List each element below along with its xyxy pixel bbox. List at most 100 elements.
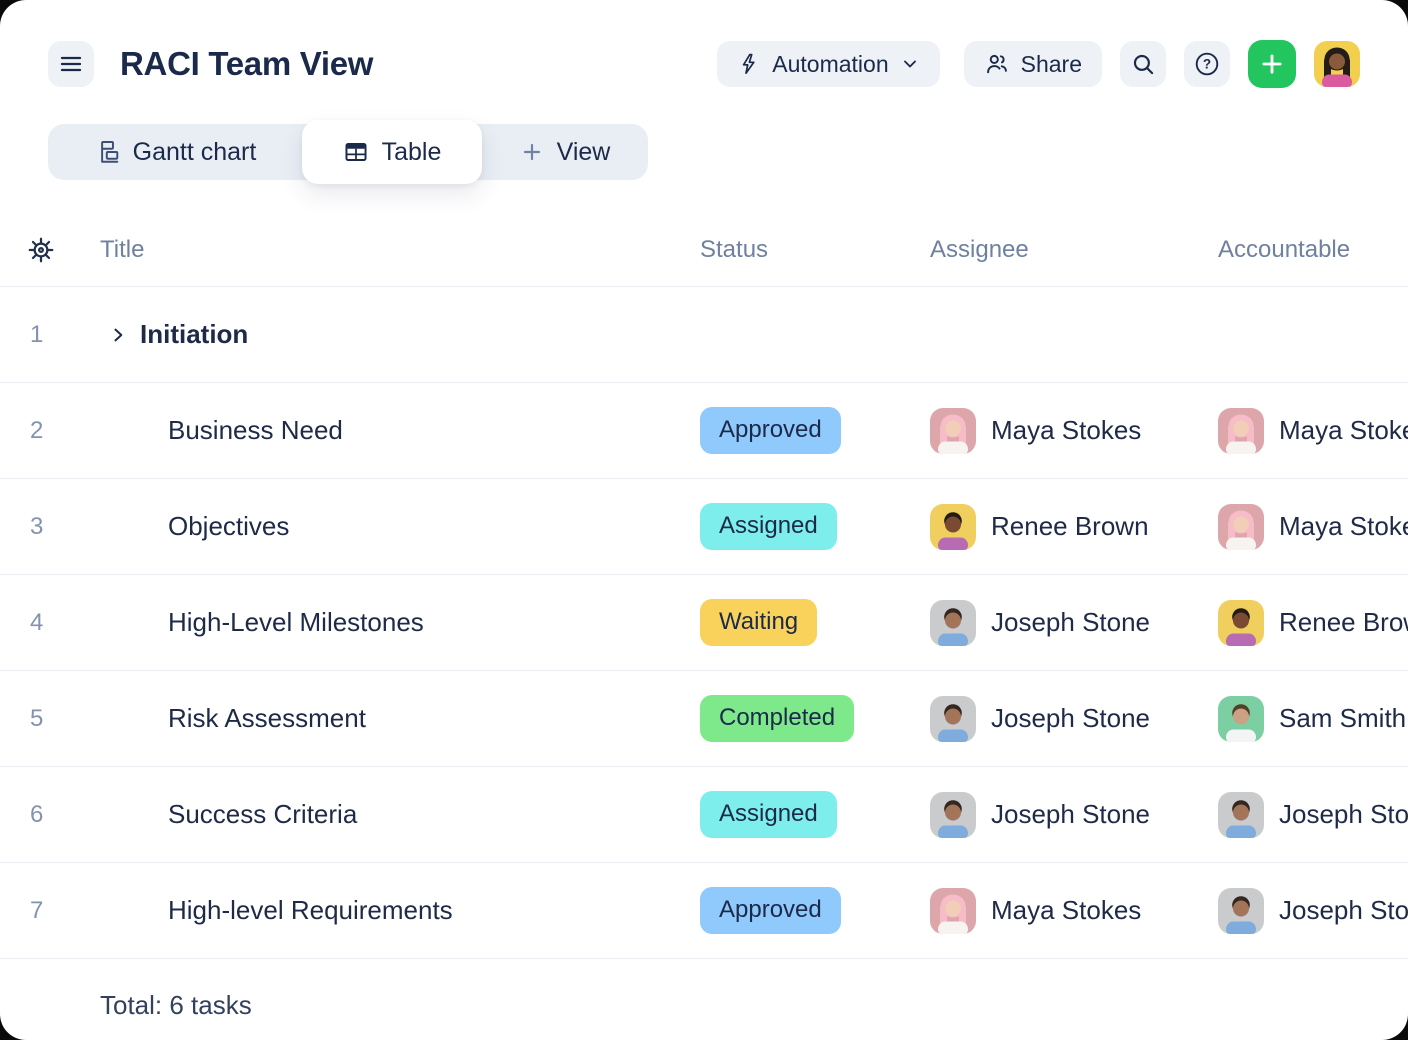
- tab-gantt-chart[interactable]: Gantt chart: [48, 138, 302, 167]
- table-row[interactable]: 7 High-level Requirements Approved Maya …: [0, 863, 1408, 959]
- task-title-cell[interactable]: Business Need: [100, 415, 700, 446]
- assignee-cell[interactable]: Joseph Stone: [930, 791, 1218, 838]
- accountable-avatar: [1218, 887, 1264, 934]
- status-cell[interactable]: Completed: [700, 695, 930, 742]
- row-number: 6: [30, 800, 44, 828]
- task-title: High-level Requirements: [168, 895, 453, 925]
- row-number: 2: [30, 416, 44, 444]
- table-footer: Total: 6 tasks: [0, 959, 1408, 1040]
- automation-label: Automation: [772, 50, 889, 77]
- row-number: 1: [30, 320, 44, 348]
- table-row[interactable]: 4 High-Level Milestones Waiting Joseph S…: [0, 575, 1408, 671]
- task-title-cell[interactable]: Initiation: [100, 319, 700, 350]
- table-row[interactable]: 6 Success Criteria Assigned Joseph Stone…: [0, 767, 1408, 863]
- top-bar-actions: Automation Share: [717, 40, 1360, 88]
- plus-icon: [523, 143, 540, 161]
- accountable-name: Renee Brown: [1279, 607, 1408, 637]
- help-button[interactable]: ?: [1184, 41, 1230, 87]
- status-badge[interactable]: Approved: [700, 407, 841, 454]
- plus-icon: [1262, 54, 1282, 74]
- column-header-assignee[interactable]: Assignee: [930, 236, 1029, 263]
- status-cell[interactable]: Approved: [700, 407, 930, 454]
- row-number: 7: [30, 896, 44, 924]
- accountable-cell[interactable]: Maya Stokes: [1218, 407, 1408, 454]
- assignee-avatar: [930, 695, 976, 742]
- row-number: 3: [30, 512, 44, 540]
- accountable-cell[interactable]: Renee Brown: [1218, 599, 1408, 646]
- status-badge[interactable]: Completed: [700, 695, 855, 742]
- table-settings-button[interactable]: [0, 235, 100, 265]
- row-number: 5: [30, 704, 44, 732]
- share-people-icon: [986, 54, 1007, 74]
- add-button[interactable]: [1248, 40, 1296, 88]
- column-header-status[interactable]: Status: [700, 236, 769, 263]
- status-cell[interactable]: Waiting: [700, 599, 930, 646]
- status-cell[interactable]: Approved: [700, 887, 930, 934]
- expand-chevron-icon[interactable]: [108, 325, 128, 345]
- user-avatar[interactable]: [1314, 41, 1360, 87]
- table-icon: [345, 143, 367, 161]
- share-button[interactable]: Share: [963, 41, 1102, 87]
- accountable-cell[interactable]: Joseph Stone: [1218, 791, 1408, 838]
- accountable-cell[interactable]: Maya Stokes: [1218, 503, 1408, 550]
- assignee-name: Renee Brown: [991, 511, 1149, 541]
- status-badge[interactable]: Assigned: [700, 791, 837, 838]
- assignee-avatar: [930, 791, 976, 838]
- accountable-name: Maya Stokes: [1279, 511, 1408, 541]
- accountable-name: Joseph Stone: [1279, 799, 1408, 829]
- assignee-cell[interactable]: Maya Stokes: [930, 887, 1218, 934]
- assignee-cell[interactable]: Maya Stokes: [930, 407, 1218, 454]
- assignee-cell[interactable]: Joseph Stone: [930, 695, 1218, 742]
- task-title: Initiation: [140, 319, 249, 349]
- task-title-cell[interactable]: High-level Requirements: [100, 895, 700, 926]
- table-row[interactable]: 2 Business Need Approved Maya Stokes: [0, 383, 1408, 479]
- status-cell[interactable]: Assigned: [700, 791, 930, 838]
- search-icon: [1133, 54, 1154, 75]
- column-header-accountable[interactable]: Accountable: [1218, 236, 1351, 263]
- top-bar: RACI Team View Automation: [0, 0, 1408, 88]
- tab-label: Table: [381, 137, 442, 166]
- accountable-name: Sam Smith: [1279, 703, 1407, 733]
- accountable-cell[interactable]: Joseph Stone: [1218, 887, 1408, 934]
- assignee-name: Maya Stokes: [991, 895, 1142, 925]
- table-header: Title Status Assignee Accountable: [0, 214, 1408, 287]
- assignee-avatar: [930, 503, 976, 550]
- table-body: 1 Initiation 2 Business Need Approved: [0, 287, 1408, 959]
- column-header-title[interactable]: Title: [100, 236, 145, 263]
- tab-label: Gantt chart: [132, 137, 257, 166]
- status-badge[interactable]: Approved: [700, 887, 841, 934]
- table-row[interactable]: 5 Risk Assessment Completed Joseph Stone…: [0, 671, 1408, 767]
- search-button[interactable]: [1120, 41, 1166, 87]
- automation-button[interactable]: Automation: [717, 41, 940, 87]
- svg-text:?: ?: [1203, 57, 1211, 72]
- task-title: Business Need: [168, 415, 343, 445]
- status-cell[interactable]: Assigned: [700, 503, 930, 550]
- assignee-name: Joseph Stone: [991, 607, 1151, 637]
- row-number: 4: [30, 608, 44, 636]
- assignee-avatar: [930, 407, 976, 454]
- accountable-name: Maya Stokes: [1279, 415, 1408, 445]
- status-badge[interactable]: Assigned: [700, 503, 837, 550]
- accountable-avatar: [1218, 503, 1264, 550]
- tab-table[interactable]: Table: [302, 120, 482, 184]
- assignee-avatar: [930, 599, 976, 646]
- assignee-cell[interactable]: Joseph Stone: [930, 599, 1218, 646]
- menu-button[interactable]: [48, 41, 94, 87]
- tab-add-view[interactable]: View: [482, 138, 648, 167]
- table-row[interactable]: 3 Objectives Assigned Renee Brown: [0, 479, 1408, 575]
- task-title-cell[interactable]: High-Level Milestones: [100, 607, 700, 638]
- accountable-avatar: [1218, 791, 1264, 838]
- task-title-cell[interactable]: Success Criteria: [100, 799, 700, 830]
- hamburger-icon: [60, 56, 82, 72]
- page-title: RACI Team View: [120, 45, 374, 82]
- task-title-cell[interactable]: Risk Assessment: [100, 703, 700, 734]
- table-row[interactable]: 1 Initiation: [0, 287, 1408, 383]
- task-title-cell[interactable]: Objectives: [100, 511, 700, 542]
- task-title: Risk Assessment: [168, 703, 366, 733]
- assignee-cell[interactable]: Renee Brown: [930, 503, 1218, 550]
- status-badge[interactable]: Waiting: [700, 599, 818, 646]
- accountable-cell[interactable]: Sam Smith: [1218, 695, 1408, 742]
- gantt-icon: [100, 141, 118, 163]
- accountable-avatar: [1218, 599, 1264, 646]
- lightning-icon: [743, 53, 755, 75]
